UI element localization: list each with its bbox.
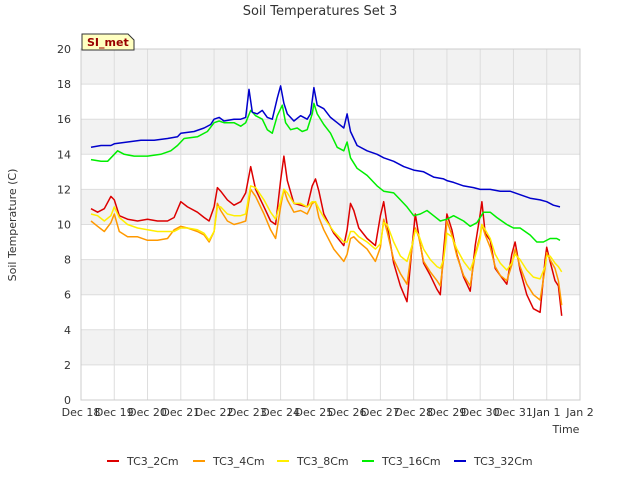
x-tick-label-5: Dec 23	[228, 406, 267, 419]
site-label-text: SI_met	[87, 36, 129, 49]
x-tick-label-4: Dec 22	[195, 406, 234, 419]
y-tick-label-16: 16	[57, 113, 71, 126]
x-axis-label: Time	[552, 423, 580, 436]
y-tick-label-0: 0	[64, 394, 71, 407]
y-tick-label-18: 18	[57, 78, 71, 91]
band-18-20	[81, 49, 580, 85]
y-tick-label-2: 2	[64, 359, 71, 372]
legend-label-TC3_2Cm: TC3_2Cm	[126, 455, 179, 468]
legend-label-TC3_8Cm: TC3_8Cm	[296, 455, 349, 468]
x-tick-label-1: Dec 19	[95, 406, 134, 419]
legend-label-TC3_32Cm: TC3_32Cm	[473, 455, 533, 468]
series-line-TC3_8Cm	[90, 185, 563, 280]
band-16-18	[81, 84, 580, 120]
band-6-8	[81, 259, 580, 295]
site-label-background	[81, 33, 135, 51]
band-4-6	[81, 294, 580, 330]
x-tick-label-15: Jan 2	[565, 406, 593, 419]
x-tick-label-11: Dec 29	[428, 406, 467, 419]
y-tick-label-6: 6	[64, 289, 71, 302]
x-tick-label-12: Dec 30	[461, 406, 500, 419]
series-line-TC3_32Cm	[90, 85, 561, 208]
series-line-TC3_16Cm	[90, 102, 561, 243]
series-layer	[90, 85, 563, 316]
y-tick-label-12: 12	[57, 183, 71, 196]
site-label-box: SI_met	[81, 33, 135, 51]
x-tick-label-0: Dec 18	[62, 406, 101, 419]
band-12-14	[81, 154, 580, 190]
band-0-2	[81, 364, 580, 400]
y-tick-label-4: 4	[64, 324, 71, 337]
x-tick-label-9: Dec 27	[361, 406, 400, 419]
x-tick-label-2: Dec 20	[128, 406, 167, 419]
y-tick-label-20: 20	[57, 43, 71, 56]
legend-label-TC3_16Cm: TC3_16Cm	[381, 455, 441, 468]
legend-label-TC3_4Cm: TC3_4Cm	[212, 455, 265, 468]
x-tick-label-13: Dec 31	[494, 406, 533, 419]
x-tick-label-10: Dec 28	[394, 406, 433, 419]
band-14-16	[81, 119, 580, 155]
legend: TC3_2Cm TC3_4Cm TC3_8Cm TC3_16Cm TC3_32Cm	[107, 455, 533, 468]
x-tick-label-14: Jan 1	[532, 406, 560, 419]
band-10-12	[81, 189, 580, 225]
x-tick-label-8: Dec 26	[328, 406, 367, 419]
y-tick-label-8: 8	[64, 254, 71, 267]
y-axis: 0 2 4 6 8 10 12 14 16 18 20	[57, 43, 71, 407]
series-line-TC3_4Cm	[90, 188, 563, 306]
y-axis-label: Soil Temperature (C)	[6, 169, 19, 282]
chart-title: Soil Temperatures Set 3	[243, 4, 398, 19]
x-tick-label-7: Dec 25	[294, 406, 333, 419]
plot-frame	[80, 48, 581, 401]
x-tick-label-6: Dec 24	[261, 406, 300, 419]
x-tick-label-3: Dec 21	[161, 406, 200, 419]
band-2-4	[81, 329, 580, 365]
y-tick-label-10: 10	[57, 219, 71, 232]
y-tick-label-14: 14	[57, 148, 71, 161]
